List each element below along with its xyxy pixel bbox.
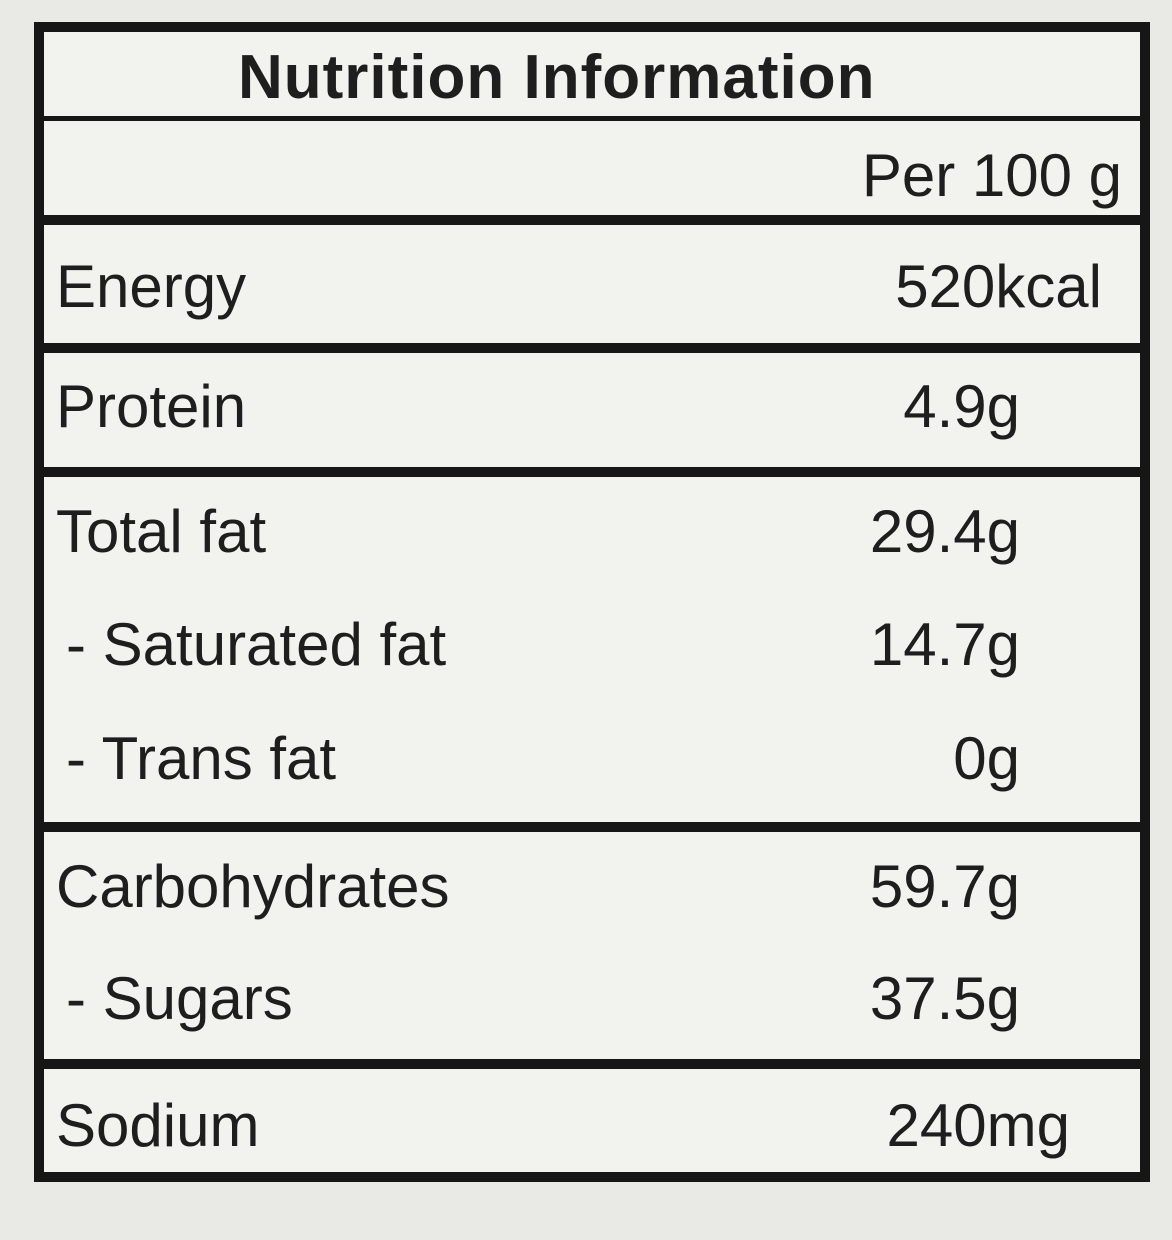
nutrient-row-sodium: Sodium 240mg [44, 1069, 1140, 1181]
nutrient-name: - Sugars [66, 965, 293, 1032]
nutrient-value: 59.7g [869, 853, 1020, 920]
nutrient-name: Carbohydrates [56, 853, 450, 920]
nutrient-value: 4.9g [903, 373, 1020, 440]
section-divider [44, 343, 1140, 353]
nutrient-row-sugars: - Sugars 37.5g [44, 942, 1140, 1054]
label-title: Nutrition Information [238, 43, 876, 112]
nutrient-name: - Saturated fat [66, 611, 447, 678]
section-divider [44, 1059, 1140, 1069]
nutrient-name: Protein [56, 373, 247, 440]
section-divider [44, 215, 1140, 225]
nutrient-row-protein: Protein 4.9g [44, 350, 1140, 462]
nutrient-name: - Trans fat [66, 725, 337, 792]
nutrient-value: 520kcal [895, 253, 1102, 320]
nutrient-value: 29.4g [869, 498, 1020, 565]
section-divider [44, 467, 1140, 477]
nutrient-row-trans-fat: - Trans fat 0g [44, 702, 1140, 814]
nutrient-name: Total fat [56, 498, 267, 565]
title-row: Nutrition Information [44, 32, 1140, 121]
nutrient-name: Sodium [56, 1092, 260, 1159]
nutrient-row-carbohydrates: Carbohydrates 59.7g [44, 830, 1140, 942]
serving-header-row: Per 100 g [44, 121, 1140, 223]
nutrient-value: 14.7g [869, 611, 1020, 678]
nutrient-value: 0g [953, 725, 1020, 792]
nutrient-row-energy: Energy 520kcal [44, 230, 1140, 342]
nutrition-label: Nutrition Information Per 100 g Energy 5… [34, 22, 1150, 1182]
nutrient-row-total-fat: Total fat 29.4g [44, 475, 1140, 587]
serving-size-header: Per 100 g [861, 142, 1122, 209]
section-divider [44, 822, 1140, 832]
nutrient-value: 37.5g [869, 965, 1020, 1032]
nutrient-row-saturated-fat: - Saturated fat 14.7g [44, 588, 1140, 700]
nutrient-name: Energy [56, 253, 247, 320]
nutrient-value: 240mg [886, 1092, 1070, 1159]
